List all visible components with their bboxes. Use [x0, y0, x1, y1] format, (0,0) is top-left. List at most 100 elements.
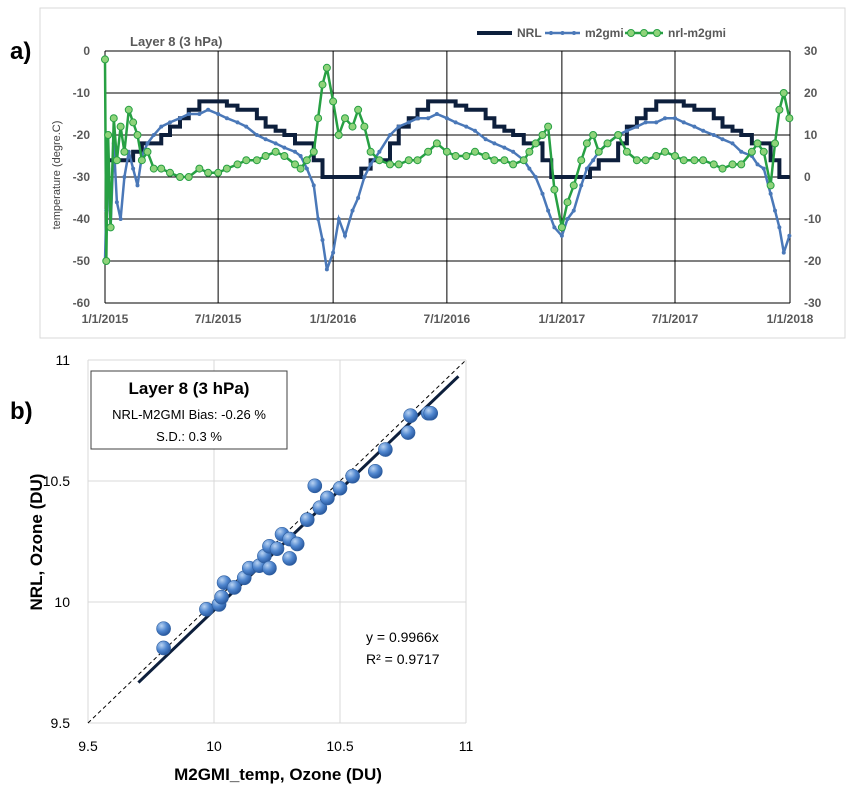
series-point-nrl-m2gmi — [375, 156, 384, 165]
series-point-nrl-m2gmi — [166, 168, 174, 177]
series-point-nrl-m2gmi — [471, 147, 479, 156]
series-point-nrl-m2gmi — [334, 131, 343, 139]
series-point-nrl-m2gmi — [747, 147, 756, 156]
series-point-nrl-m2gmi — [728, 160, 737, 169]
chart-a-ytick-right: -10 — [804, 212, 822, 226]
series-point-m2gmi — [320, 238, 325, 242]
series-point-m2gmi — [388, 133, 392, 137]
chart-a-xtick-label: 7/1/2015 — [195, 312, 242, 326]
series-point-m2gmi — [197, 112, 202, 116]
series-point-nrl-m2gmi — [204, 168, 213, 177]
series-point-nrl-m2gmi — [550, 185, 559, 194]
series-point-nrl-m2gmi — [341, 114, 349, 123]
series-point-m2gmi — [663, 116, 667, 121]
series-point-m2gmi — [254, 133, 259, 137]
chart-a-ytick-left: -50 — [73, 254, 91, 268]
chart-a-ytick-right: -20 — [804, 254, 822, 268]
series-point-nrl-m2gmi — [632, 156, 641, 165]
series-point-m2gmi — [565, 217, 570, 221]
series-point-nrl-m2gmi — [302, 156, 311, 165]
series-point-nrl-m2gmi — [753, 139, 762, 148]
series-point-nrl-m2gmi — [538, 131, 547, 139]
scatter-point — [307, 478, 323, 494]
series-point-nrl-m2gmi — [133, 131, 142, 139]
series-point-m2gmi — [122, 175, 127, 179]
legend-marker-m2gmi — [549, 31, 553, 35]
legend-marker-nrl-m2gmi — [627, 29, 635, 37]
chart-a-xtick-label: 7/1/2016 — [424, 312, 471, 326]
series-point-m2gmi — [377, 149, 382, 154]
series-point-nrl-m2gmi — [442, 147, 451, 156]
scatter-point — [378, 442, 393, 457]
chart-a-frame — [39, 7, 846, 339]
series-point-m2gmi — [356, 196, 361, 200]
series-point-m2gmi — [720, 137, 725, 142]
series-point-m2gmi — [787, 233, 792, 238]
series-point-m2gmi — [643, 120, 648, 125]
series-point-nrl-m2gmi — [195, 164, 204, 173]
series-point-m2gmi — [739, 149, 744, 154]
series-point-nrl-m2gmi — [129, 118, 138, 127]
legend-marker-m2gmi — [572, 31, 576, 35]
chart-a-ytick-left: 0 — [83, 44, 90, 58]
series-point-m2gmi — [464, 124, 469, 129]
scatter-point — [269, 541, 285, 557]
series-point-m2gmi — [159, 124, 164, 129]
series-point-m2gmi — [186, 112, 191, 116]
series-point-nrl-m2gmi — [360, 122, 369, 131]
series-point-nrl-m2gmi — [120, 147, 129, 156]
chart-a-ytick-left: -30 — [73, 170, 91, 184]
series-point-m2gmi — [145, 141, 150, 146]
series-point-m2gmi — [634, 124, 639, 129]
series-point-nrl-m2gmi — [577, 156, 586, 165]
series-point-nrl-m2gmi — [641, 156, 650, 165]
chart-a-ytick-left: -20 — [73, 128, 91, 142]
series-point-nrl-m2gmi — [184, 173, 193, 181]
series-point-m2gmi — [293, 149, 297, 154]
series-point-nrl-m2gmi — [544, 122, 553, 131]
series-point-m2gmi — [216, 112, 221, 116]
series-point-nrl-m2gmi — [614, 131, 623, 139]
series-point-nrl-m2gmi — [766, 181, 775, 190]
series-point-m2gmi — [206, 107, 211, 112]
series-point-m2gmi — [654, 120, 659, 125]
series-point-nrl-m2gmi — [451, 152, 460, 160]
series-point-nrl-m2gmi — [531, 139, 540, 148]
series-point-m2gmi — [444, 116, 449, 121]
series-point-m2gmi — [263, 137, 268, 142]
series-point-m2gmi — [304, 166, 309, 171]
series-point-m2gmi — [324, 267, 329, 272]
chart-a-ytick-left: -60 — [73, 296, 91, 310]
series-point-nrl-m2gmi — [557, 223, 566, 232]
series-point-nrl-m2gmi — [296, 164, 305, 173]
series-point-m2gmi — [298, 154, 303, 158]
series-point-m2gmi — [692, 124, 697, 129]
chart-b-bias: NRL-M2GMI Bias: -0.26 % — [112, 407, 266, 422]
series-point-nrl-m2gmi — [775, 105, 784, 114]
series-point-m2gmi — [624, 128, 629, 133]
series-point-nrl-m2gmi — [309, 147, 318, 156]
series-point-nrl-m2gmi — [271, 147, 280, 156]
scatter-point — [400, 425, 416, 440]
scatter-point — [282, 551, 297, 566]
chart-b-equation: y = 0.9966x — [366, 629, 439, 645]
series-point-nrl-m2gmi — [124, 105, 133, 114]
scatter-point — [214, 589, 229, 605]
scatter-point — [156, 640, 171, 656]
series-point-m2gmi — [730, 141, 735, 146]
series-point-nrl-m2gmi — [718, 164, 727, 173]
chart-a-ytick-right: 20 — [804, 86, 818, 100]
chart-a-xtick-label: 1/1/2018 — [767, 312, 814, 326]
series-point-nrl-m2gmi — [500, 156, 509, 165]
series-point-nrl-m2gmi — [137, 156, 146, 165]
series-point-nrl-m2gmi — [252, 156, 261, 165]
series-point-nrl-m2gmi — [699, 156, 708, 165]
series-point-m2gmi — [781, 250, 786, 255]
scatter-point — [226, 580, 242, 595]
series-line-NRL — [105, 99, 790, 179]
series-point-m2gmi — [362, 175, 367, 179]
scatter-point — [199, 601, 214, 617]
series-point-nrl-m2gmi — [233, 160, 242, 169]
series-point-m2gmi — [540, 191, 545, 196]
series-point-m2gmi — [343, 233, 347, 238]
